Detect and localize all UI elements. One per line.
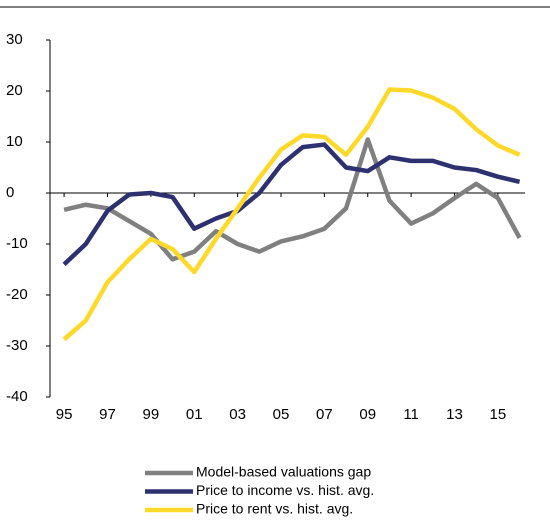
y-tick-label: 20 [6,82,23,99]
y-tick-label: -30 [6,337,28,354]
y-tick-label: 0 [6,184,14,201]
x-tick-label: 11 [403,406,419,423]
x-tick-label: 95 [56,406,73,423]
x-tick-label: 03 [229,406,246,423]
x-tick-label: 09 [359,406,376,423]
y-tick-label: 30 [6,31,23,48]
legend-label: Price to rent vs. hist. avg. [196,501,353,517]
x-tick-label: 01 [186,406,203,423]
y-tick-label: -40 [6,388,28,405]
series-line [62,87,521,342]
x-tick-label: 13 [446,406,463,423]
x-tick-label: 05 [273,406,290,423]
y-tick-label: -10 [6,235,28,252]
x-tick-label: 97 [99,406,116,423]
x-tick-label: 15 [490,406,507,423]
y-tick-label: 10 [6,133,23,150]
series-line [62,142,521,267]
series-line [63,137,522,262]
legend-label: Model-based valuations gap [196,464,371,480]
legend-label: Price to income vs. hist. avg. [196,482,374,498]
x-tick-label: 99 [143,406,160,423]
x-tick-label: 07 [316,406,333,423]
y-tick-label: -20 [6,286,28,303]
